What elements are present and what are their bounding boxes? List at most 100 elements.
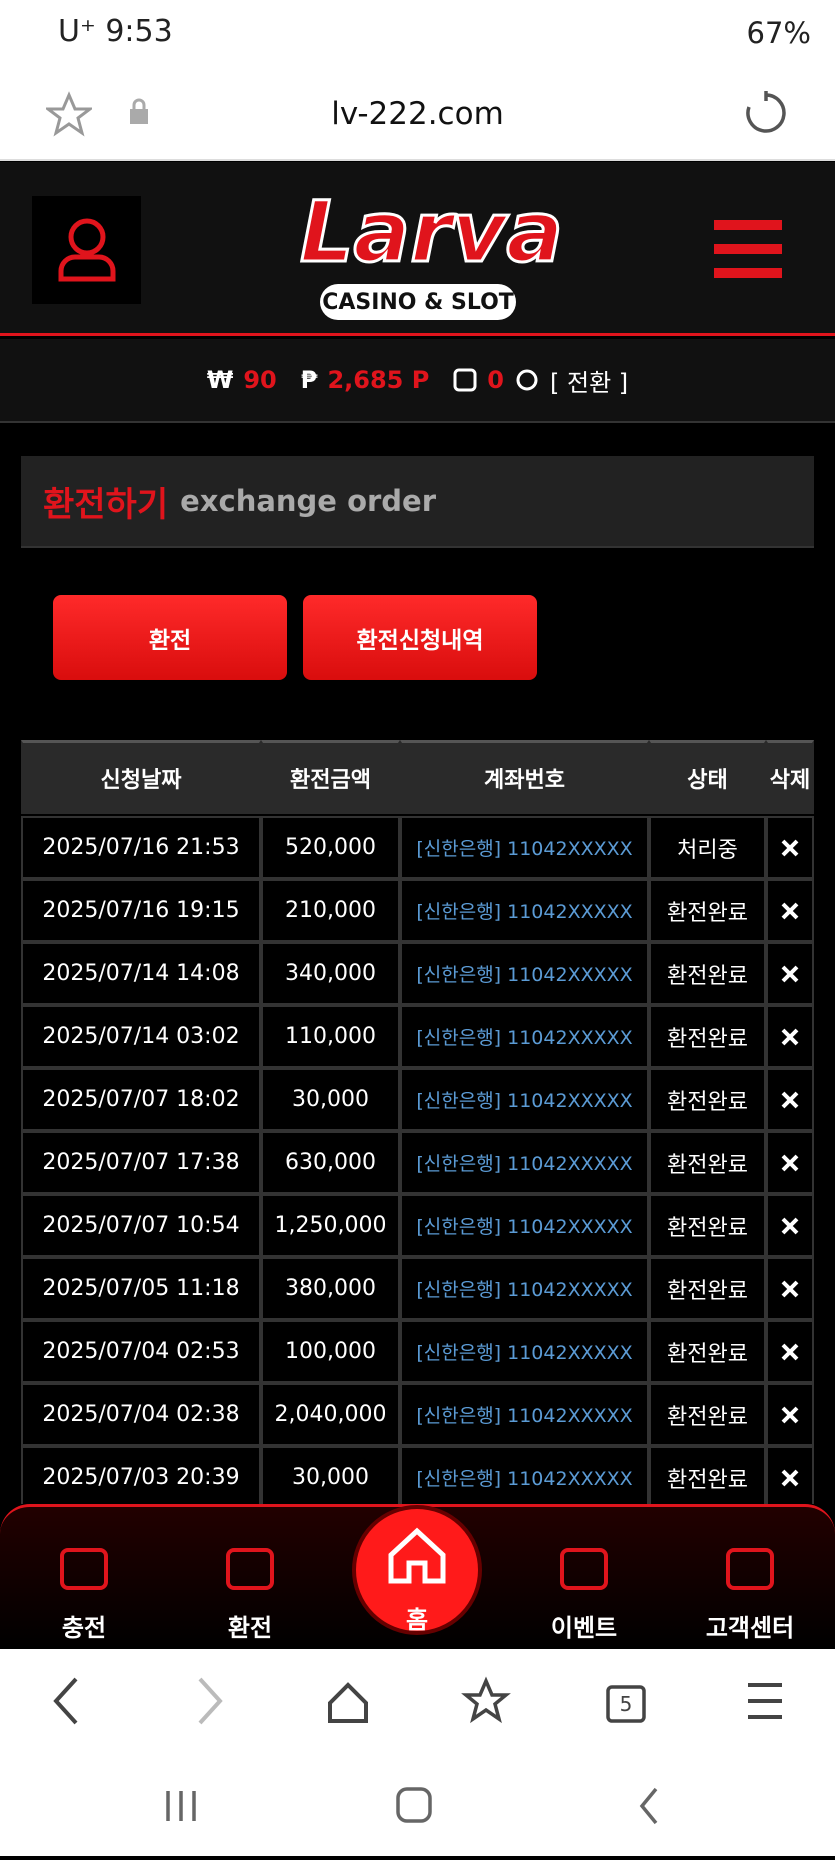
amount: 520,000 [261, 816, 400, 879]
account[interactable]: [신한은행] 11042XXXXX [400, 1320, 649, 1383]
convert-button[interactable]: [ 전환 ] [550, 368, 629, 397]
date: 2025/07/07 18:02 [21, 1068, 261, 1131]
nav-icon [226, 1548, 274, 1590]
status: 환전완료 [649, 1383, 766, 1446]
date: 2025/07/03 20:39 [21, 1446, 261, 1504]
status-bar: U⁺ 9:53 67% [0, 0, 835, 71]
chip-icon [453, 368, 477, 392]
date: 2025/07/16 19:15 [21, 879, 261, 942]
account[interactable]: [신한은행] 11042XXXXX [400, 942, 649, 1005]
browser-icons [53, 1676, 782, 1725]
nav-icon [560, 1548, 608, 1590]
amount: 30,000 [261, 1446, 400, 1504]
date: 2025/07/07 17:38 [21, 1131, 261, 1194]
lock-icon [130, 98, 148, 124]
amount: 1,250,000 [261, 1194, 400, 1257]
amount: 100,000 [261, 1320, 400, 1383]
won-balance: 90 [243, 366, 277, 394]
account[interactable]: [신한은행] 11042XXXXX [400, 1005, 649, 1068]
logo[interactable]: Larva [299, 182, 565, 283]
tab-count[interactable]: 5 [619, 1692, 633, 1716]
status: 환전완료 [649, 879, 766, 942]
amount: 210,000 [261, 879, 400, 942]
status: 환전완료 [649, 1320, 766, 1383]
delete-button[interactable] [766, 1257, 814, 1320]
account[interactable]: [신한은행] 11042XXXXX [400, 1383, 649, 1446]
account[interactable]: [신한은행] 11042XXXXX [400, 1446, 649, 1504]
section-header: 환전하기 exchange order [21, 456, 814, 548]
date: 2025/07/14 14:08 [21, 942, 261, 1005]
delete-button[interactable] [766, 1320, 814, 1383]
nav-item[interactable]: 고객센터 [705, 1613, 795, 1642]
date: 2025/07/05 11:18 [21, 1257, 261, 1320]
reload-icon[interactable] [742, 89, 790, 137]
menu-button[interactable] [714, 218, 782, 280]
delete-button[interactable] [766, 1446, 814, 1504]
account[interactable]: [신한은행] 11042XXXXX [400, 1194, 649, 1257]
delete-button[interactable] [766, 1383, 814, 1446]
header-account: 계좌번호 [400, 740, 649, 814]
nav-item[interactable]: 이벤트 [550, 1613, 618, 1642]
date: 2025/07/04 02:38 [21, 1383, 261, 1446]
amount: 630,000 [261, 1131, 400, 1194]
status: 환전완료 [649, 1005, 766, 1068]
refresh-icon [516, 369, 538, 391]
point-balance: 2,685 P [327, 366, 430, 394]
nav-item[interactable]: 환전 [227, 1613, 273, 1642]
amount: 340,000 [261, 942, 400, 1005]
status: 환전완료 [649, 1257, 766, 1320]
header-amount: 환전금액 [261, 740, 400, 814]
status: 처리중 [649, 816, 766, 879]
section-subtitle: exchange order [180, 484, 437, 518]
won-symbol: ₩ [206, 366, 234, 394]
amount: 380,000 [261, 1257, 400, 1320]
delete-button[interactable] [766, 942, 814, 1005]
status: 환전완료 [649, 1446, 766, 1504]
delete-button[interactable] [766, 1068, 814, 1131]
date: 2025/07/16 21:53 [21, 816, 261, 879]
nav-icon [60, 1548, 108, 1590]
date: 2025/07/07 10:54 [21, 1194, 261, 1257]
delete-button[interactable] [766, 879, 814, 942]
header-date: 신청날짜 [21, 740, 261, 814]
account[interactable]: [신한은행] 11042XXXXX [400, 1257, 649, 1320]
url[interactable]: lv-222.com [331, 96, 504, 132]
delete-button[interactable] [766, 1005, 814, 1068]
battery: 67% [746, 16, 811, 50]
home-circle[interactable] [352, 1505, 482, 1635]
amount: 30,000 [261, 1068, 400, 1131]
balance-bar: ₩ 90 ₱ 2,685 P 0 [ 전환 ] [0, 339, 835, 423]
amount: 2,040,000 [261, 1383, 400, 1446]
header-status: 상태 [649, 740, 766, 814]
nav-icon [726, 1548, 774, 1590]
account[interactable]: [신한은행] 11042XXXXX [400, 816, 649, 879]
account[interactable]: [신한은행] 11042XXXXX [400, 1068, 649, 1131]
system-nav [0, 1753, 835, 1856]
status: 환전완료 [649, 1194, 766, 1257]
chip-balance: 0 [487, 366, 504, 394]
account[interactable]: [신한은행] 11042XXXXX [400, 1131, 649, 1194]
delete-button[interactable] [766, 816, 814, 879]
delete-button[interactable] [766, 1194, 814, 1257]
url-bar: lv-222.com [0, 71, 835, 161]
account[interactable]: [신한은행] 11042XXXXX [400, 879, 649, 942]
exchange-button[interactable]: 환전 [53, 595, 287, 680]
status: 환전완료 [649, 1131, 766, 1194]
date: 2025/07/04 02:53 [21, 1320, 261, 1383]
user-button[interactable] [32, 196, 141, 304]
delete-button[interactable] [766, 1131, 814, 1194]
header-delete: 삭제 [766, 740, 814, 814]
amount: 110,000 [261, 1005, 400, 1068]
nav-item[interactable]: 홈 [405, 1605, 429, 1634]
nav-item[interactable]: 충전 [61, 1613, 107, 1642]
point-symbol: ₱ [300, 366, 318, 394]
status: 환전완료 [649, 1068, 766, 1131]
bookmark-icon[interactable] [46, 91, 92, 137]
history-button[interactable]: 환전신청내역 [303, 595, 537, 680]
section-title: 환전하기 [43, 484, 169, 525]
time: U⁺ 9:53 [58, 14, 173, 49]
browser-nav: 5 [0, 1649, 835, 1753]
site-header: Larva CASINO & SLOT [0, 162, 835, 336]
date: 2025/07/14 03:02 [21, 1005, 261, 1068]
